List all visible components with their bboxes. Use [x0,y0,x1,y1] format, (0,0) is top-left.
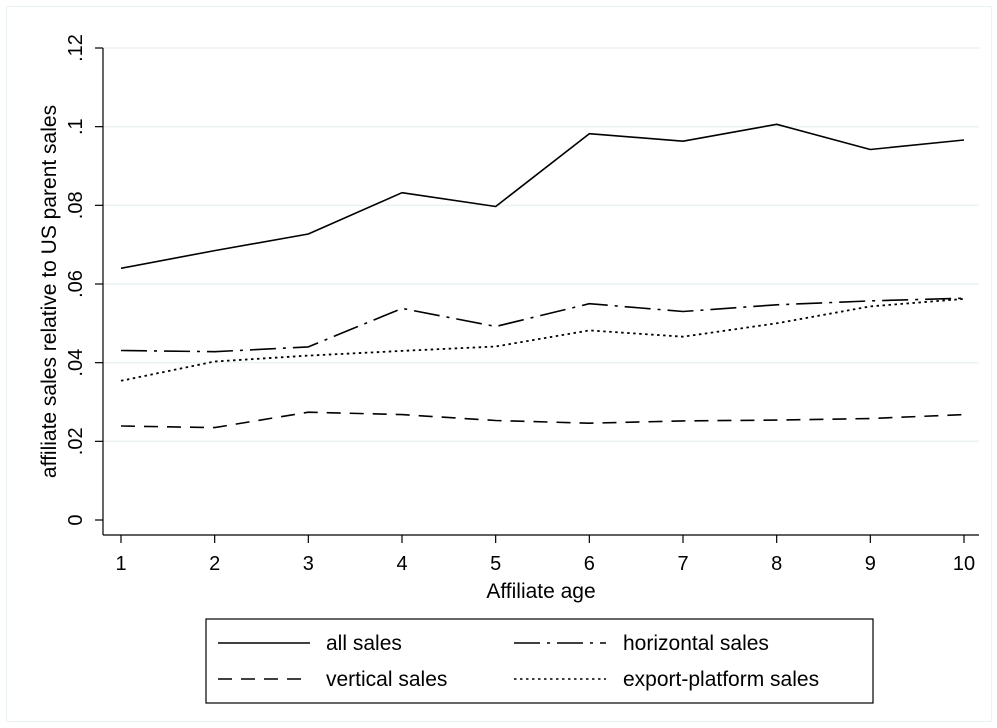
y-axis-title: affiliate sales relative to US parent sa… [38,105,61,478]
series-lines [120,123,965,429]
x-tick-label: 7 [677,553,688,575]
x-tick-label: 1 [115,553,126,575]
x-tick-label: 4 [396,553,407,575]
y-tick-label: .08 [65,191,87,219]
x-tick-label: 6 [584,553,595,575]
y-tick-label: 0 [65,514,87,525]
legend-label: all sales [326,632,402,655]
x-tick-label: 8 [771,553,782,575]
y-tick-label: .06 [65,270,87,298]
grid-lines [103,47,979,443]
y-tick-label: .02 [65,427,87,455]
x-axis-title: Affiliate age [486,580,595,603]
series-line-vertical-sales [120,411,965,429]
chart-frame [6,6,992,722]
x-tick-label: 10 [953,553,975,575]
axes: 0 .02 .04 .06 .08 .1 .12 1 2 3 4 5 6 7 8 9 10 [65,34,979,575]
y-tick-label: .1 [65,118,87,135]
y-tick-label: .12 [65,34,87,62]
legend: all sales horizontal sales vertical sales e… [205,618,874,704]
legend-box [205,618,874,704]
series-line-export-platform-sales [120,298,965,382]
legend-label: horizontal sales [623,632,769,655]
x-tick-label: 9 [865,553,876,575]
series-line-horizontal-sales [120,297,965,353]
legend-label: vertical sales [326,668,447,691]
legend-label: export-platform sales [623,668,819,691]
x-tick-label: 2 [209,553,220,575]
x-tick-label: 5 [490,553,501,575]
y-tick-label: .04 [65,349,87,377]
series-line-all-sales [120,123,965,270]
x-tick-label: 3 [303,553,314,575]
